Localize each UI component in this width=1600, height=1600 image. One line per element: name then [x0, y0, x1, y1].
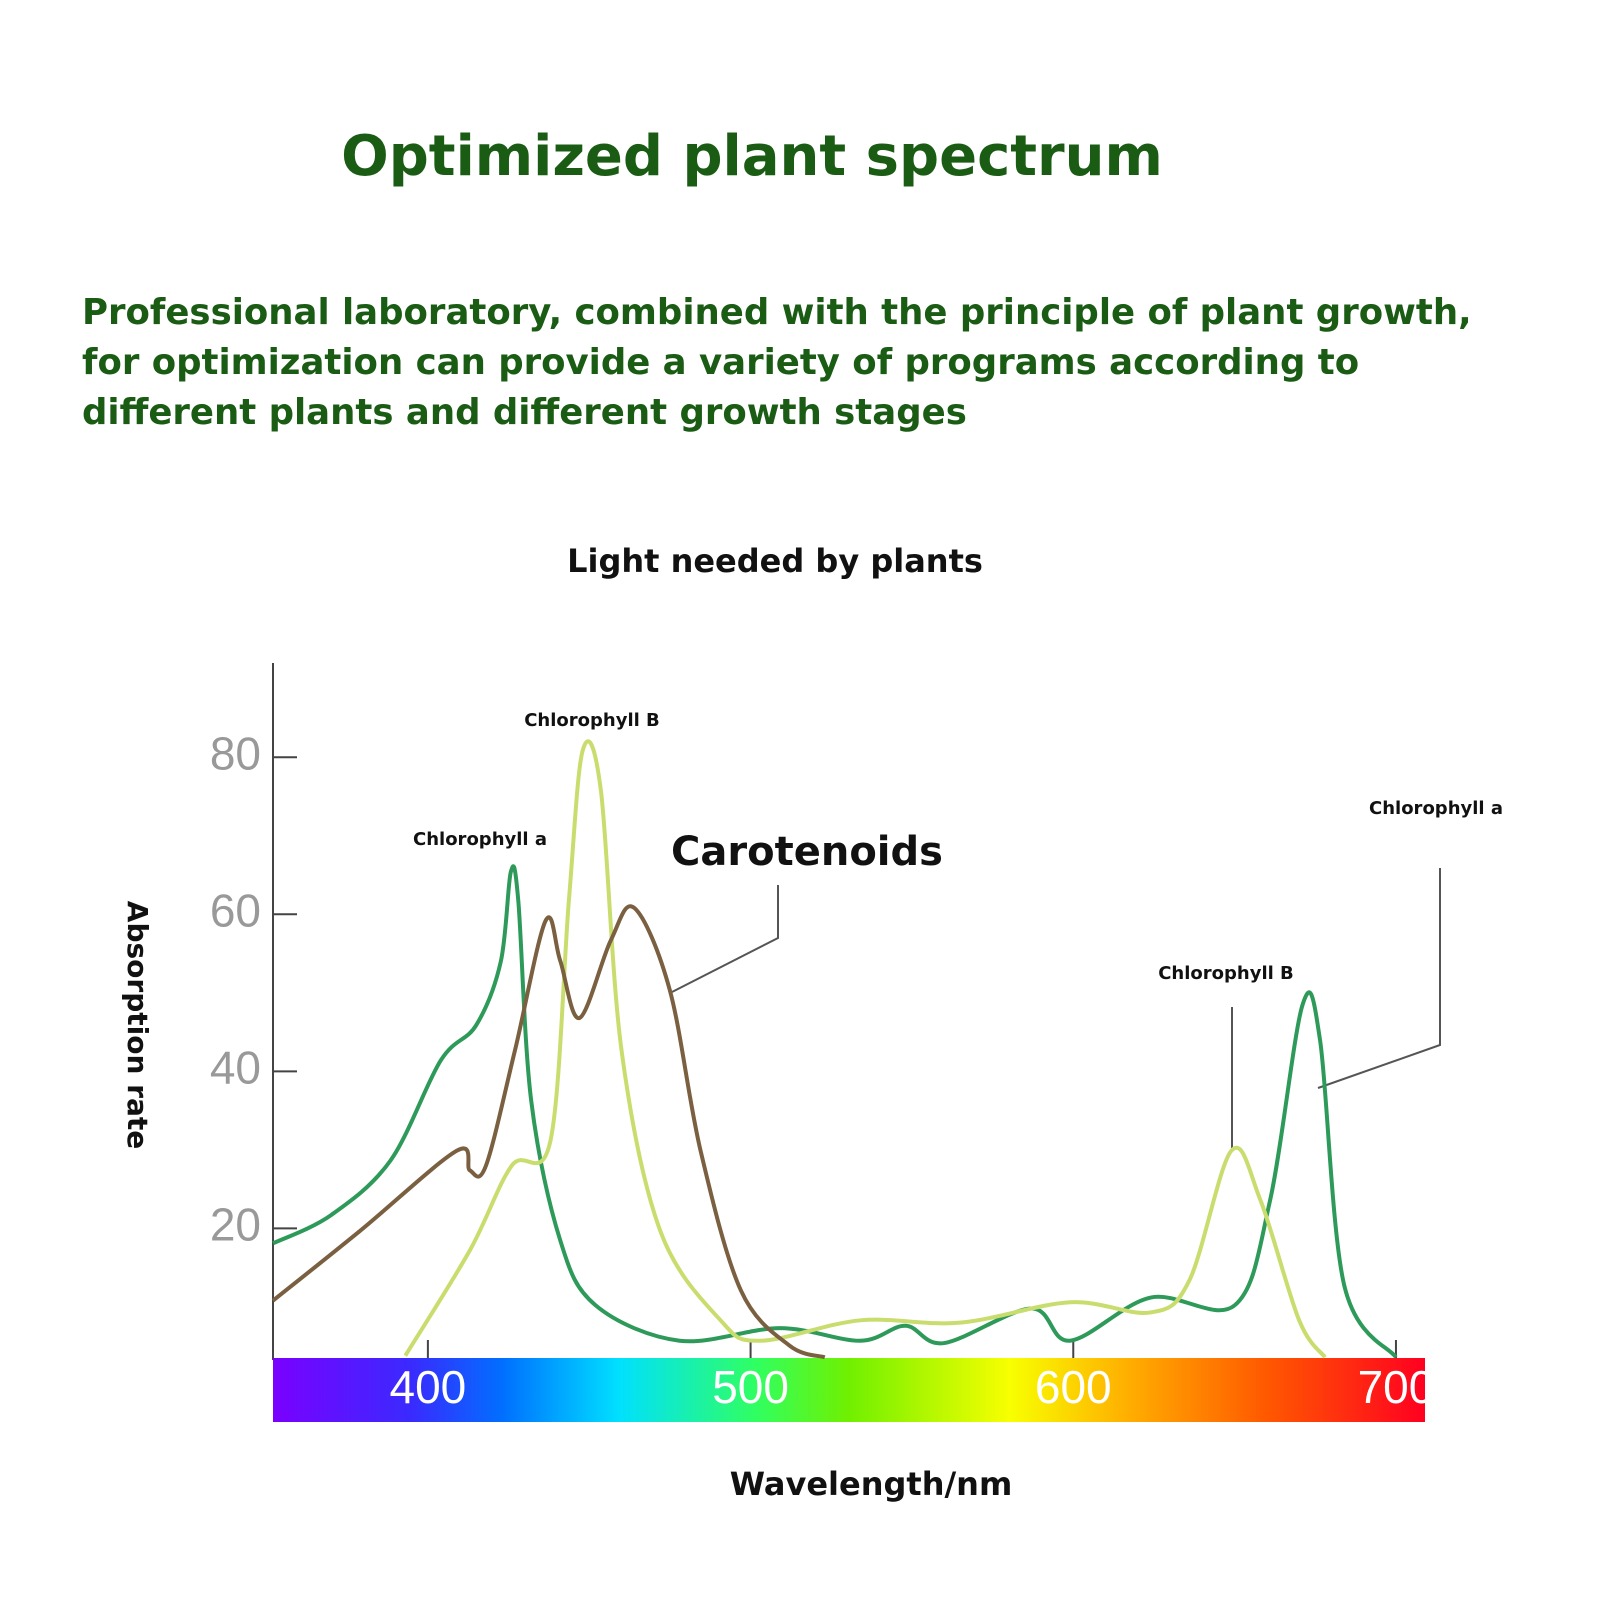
series-line	[272, 864, 1398, 1359]
heading: Optimized plant spectrum	[341, 124, 1163, 189]
series-line	[271, 904, 826, 1360]
chart-title: Light needed by plants	[567, 542, 983, 580]
annotation: Chlorophyll a	[1369, 798, 1503, 819]
x-tick-label: 400	[390, 1361, 467, 1413]
leader-line	[1317, 868, 1441, 1089]
annotation: Chlorophyll B	[1158, 963, 1294, 984]
leader-line	[671, 885, 779, 993]
series-label: Carotenoids	[671, 829, 943, 875]
y-tick-label: 40	[210, 1042, 261, 1094]
series-label: Chlorophyll B	[524, 710, 660, 731]
series-line	[403, 739, 1327, 1359]
y-tick-label: 80	[210, 727, 261, 779]
x-tick-label: 600	[1035, 1361, 1112, 1413]
series-label: Chlorophyll a	[413, 829, 547, 850]
y-tick-label: 20	[210, 1199, 261, 1251]
y-axis-label: Absorption rate	[121, 901, 154, 1149]
description: Professional laboratory, combined with t…	[82, 292, 1472, 433]
spectrum-bar	[273, 1358, 1425, 1422]
y-tick-label: 60	[210, 884, 261, 936]
x-tick-label: 700	[1358, 1361, 1435, 1413]
x-axis-label: Wavelength/nm	[730, 1465, 1013, 1503]
x-tick-label: 500	[712, 1361, 789, 1413]
